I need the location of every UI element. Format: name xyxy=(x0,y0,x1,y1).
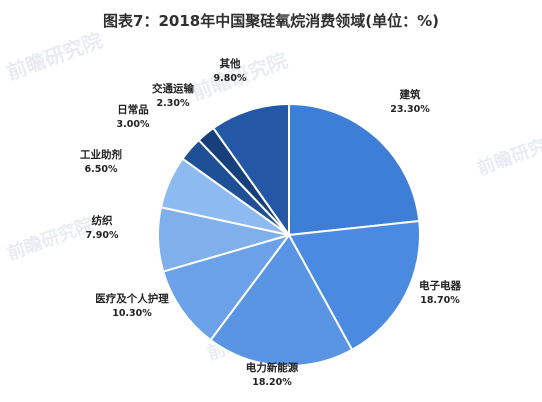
pie-slice-3 xyxy=(209,233,354,367)
pie-slice-9 xyxy=(211,102,290,239)
watermark-text: 前瞻研究院 xyxy=(4,213,96,264)
slice-label: 纺织 xyxy=(92,214,113,227)
slice-value-label: 10.30% xyxy=(112,308,152,319)
slice-label: 日常品 xyxy=(117,103,149,116)
slice-label: 其他 xyxy=(220,57,241,70)
pie-slice-1 xyxy=(288,102,421,237)
slice-value-label: 7.90% xyxy=(86,230,119,241)
pie-slices xyxy=(157,102,421,367)
pie-slice-4 xyxy=(161,233,292,342)
watermark-text: 前瞻研究院 xyxy=(474,128,542,179)
slice-label: 电力新能源 xyxy=(246,361,299,374)
slice-value-label: 9.80% xyxy=(214,73,247,84)
slice-label: 工业助剂 xyxy=(80,148,122,161)
slice-label: 建筑 xyxy=(399,88,421,101)
chart-title: 图表7：2018年中国聚硅氧烷消费领域(单位：%) xyxy=(103,12,439,30)
pie-slice-2 xyxy=(287,219,421,352)
slice-label: 交通运输 xyxy=(152,82,194,95)
slice-value-label: 6.50% xyxy=(85,164,118,175)
slice-value-label: 23.30% xyxy=(390,104,430,115)
watermark-text: 前瞻研究院 xyxy=(4,28,106,85)
pie-labels: 建筑 23.30% 电子电器 18.70% 电力新能源 18.20% 医疗及个人护理 10.3… xyxy=(80,57,461,388)
slice-label: 医疗及个人护理 xyxy=(95,292,169,305)
slice-value-label: 18.20% xyxy=(252,377,292,388)
slice-label: 电子电器 xyxy=(419,279,461,292)
slice-value-label: 18.70% xyxy=(420,295,460,306)
slice-value-label: 3.00% xyxy=(117,119,150,130)
slice-value-label: 2.30% xyxy=(157,98,190,109)
